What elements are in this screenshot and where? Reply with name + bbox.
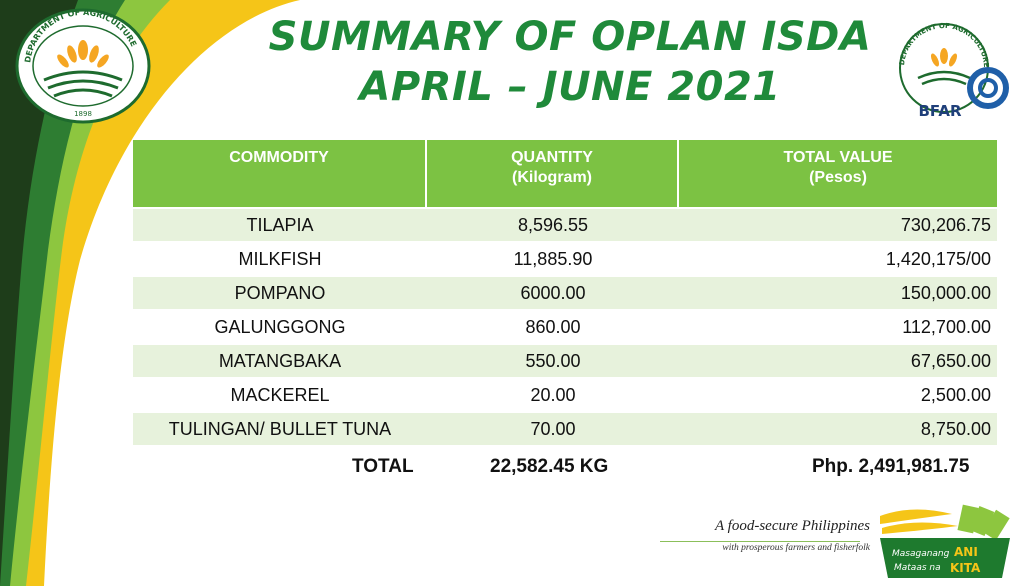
table-row: MILKFISH 11,885.90 1,420,175/00 (133, 243, 997, 275)
value-cell: 730,206.75 (679, 209, 997, 241)
table-row: GALUNGGONG 860.00 112,700.00 (133, 311, 997, 343)
table-row: TULINGAN/ BULLET TUNA 70.00 8,750.00 (133, 413, 997, 445)
quantity-header-unit: (Kilogram) (512, 169, 592, 186)
total-value: Php. 2,491,981.75 (812, 456, 970, 477)
department-of-agriculture-logo: DEPARTMENT OF AGRICULTURE 1898 (15, 8, 151, 124)
table-row: MACKEREL 20.00 2,500.00 (133, 379, 997, 411)
quantity-cell: 860.00 (427, 311, 679, 343)
column-header-quantity: QUANTITY (Kilogram) (427, 140, 679, 207)
quantity-cell: 8,596.55 (427, 209, 679, 241)
total-quantity: 22,582.45 KG (490, 456, 609, 477)
total-value-header-unit: (Pesos) (809, 169, 867, 186)
quantity-cell: 70.00 (427, 413, 679, 445)
tagline-main: A food-secure Philippines (715, 518, 870, 534)
quantity-cell: 11,885.90 (427, 243, 679, 275)
value-cell: 112,700.00 (679, 311, 997, 343)
value-cell: 8,750.00 (679, 413, 997, 445)
bfar-logo: DEPARTMENT OF AGRICULTURE BFAR (898, 22, 1009, 120)
table-row: MATANGBAKA 550.00 67,650.00 (133, 345, 997, 377)
total-value-header-label: TOTAL VALUE (783, 149, 893, 166)
masagana-line1: Masaganang (892, 549, 950, 559)
quantity-cell: 20.00 (427, 379, 679, 411)
masagana-kita: KITA (950, 561, 981, 575)
value-cell: 2,500.00 (679, 379, 997, 411)
da-logo-year: 1898 (74, 110, 92, 118)
table-row: POMPANO 6000.00 150,000.00 (133, 277, 997, 309)
masagana-ani: ANI (954, 545, 978, 559)
commodity-header-label: COMMODITY (229, 149, 329, 166)
tagline-sub: with prosperous farmers and fisherfolk (722, 543, 870, 553)
value-cell: 150,000.00 (679, 277, 997, 309)
table-header-row: COMMODITY QUANTITY (Kilogram) TOTAL VALUE… (133, 140, 997, 207)
page-title: SUMMARY OF OPLAN ISDA (268, 14, 872, 60)
column-header-total-value: TOTAL VALUE (Pesos) (679, 140, 997, 207)
commodity-cell: TULINGAN/ BULLET TUNA (133, 413, 427, 445)
quantity-cell: 550.00 (427, 345, 679, 377)
tagline: A food-secure Philippines with prosperou… (640, 518, 870, 553)
masaganang-ani-logo: Masaganang ANI Mataas na KITA (880, 504, 1010, 578)
tagline-divider (660, 541, 860, 542)
oplan-isda-summary-table: COMMODITY QUANTITY (Kilogram) TOTAL VALUE… (133, 138, 997, 447)
commodity-cell: MACKEREL (133, 379, 427, 411)
masagana-line2: Mataas na (894, 563, 941, 573)
quantity-cell: 6000.00 (427, 277, 679, 309)
commodity-cell: MATANGBAKA (133, 345, 427, 377)
bfar-logo-label: BFAR (918, 102, 962, 120)
table-row: TILAPIA 8,596.55 730,206.75 (133, 209, 997, 241)
commodity-cell: TILAPIA (133, 209, 427, 241)
value-cell: 67,650.00 (679, 345, 997, 377)
commodity-cell: MILKFISH (133, 243, 427, 275)
quantity-header-label: QUANTITY (511, 149, 593, 166)
page-subtitle: APRIL – JUNE 2021 (359, 64, 781, 110)
commodity-cell: POMPANO (133, 277, 427, 309)
total-label: TOTAL (352, 456, 414, 477)
value-cell: 1,420,175/00 (679, 243, 997, 275)
commodity-cell: GALUNGGONG (133, 311, 427, 343)
column-header-commodity: COMMODITY (133, 140, 427, 207)
